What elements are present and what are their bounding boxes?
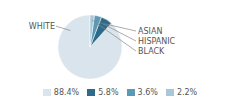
svg-text:ASIAN: ASIAN xyxy=(138,27,162,36)
svg-text:HISPANIC: HISPANIC xyxy=(138,37,176,46)
html-text:5.8%: 5.8% xyxy=(98,87,119,97)
html-text:3.6%: 3.6% xyxy=(137,87,158,97)
html-text:88.4%: 88.4% xyxy=(53,87,80,97)
svg-text:WHITE: WHITE xyxy=(29,22,55,31)
svg-text:BLACK: BLACK xyxy=(138,47,165,56)
html-text:2.2%: 2.2% xyxy=(176,87,198,97)
